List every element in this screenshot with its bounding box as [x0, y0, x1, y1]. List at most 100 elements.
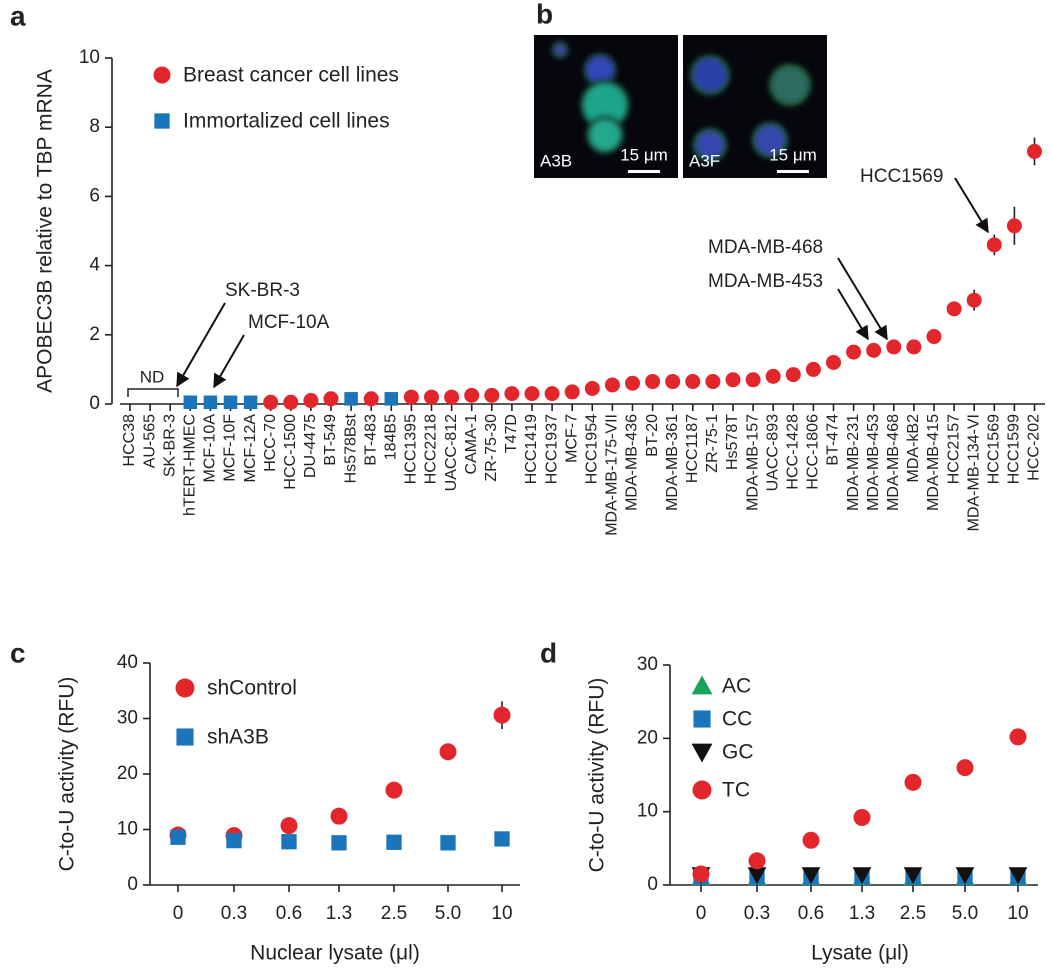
image-label: A3F	[689, 151, 720, 170]
legend-marker	[176, 728, 194, 746]
marker	[323, 391, 339, 407]
marker	[544, 386, 560, 402]
x-tick-label: 0	[173, 903, 184, 924]
marker	[384, 392, 399, 406]
legend-label: shControl	[207, 677, 297, 700]
y-tick-label: 8	[89, 116, 100, 137]
y-axis-label: APOBEC3B relative to TBP mRNA	[34, 69, 57, 393]
image-label: A3B	[540, 151, 572, 170]
marker	[685, 374, 701, 390]
marker	[904, 773, 922, 791]
marker	[886, 339, 902, 355]
marker	[802, 831, 820, 849]
x-tick-label: 1.3	[849, 903, 875, 924]
y-tick-label: 20	[117, 763, 138, 784]
marker	[386, 834, 402, 850]
x-tick-label: HCC1599	[1006, 414, 1023, 484]
x-tick-label: MDA-MB-453	[865, 414, 882, 511]
legend-label: Immortalized cell lines	[183, 110, 390, 133]
y-tick-label: 30	[117, 708, 138, 729]
marker	[805, 361, 821, 377]
marker	[748, 852, 766, 870]
x-tick-label: T47D	[503, 414, 520, 453]
x-tick-label: 0.3	[221, 903, 247, 924]
x-tick-label: HCC2157	[945, 414, 962, 484]
x-tick-label: BT-483	[362, 414, 379, 466]
x-tick-label: MDA-MB-468	[885, 414, 902, 511]
y-axis-label: C-to-U activity (RFU)	[56, 677, 79, 872]
legend-label: TC	[722, 779, 750, 802]
marker	[852, 867, 872, 885]
marker	[725, 372, 741, 388]
x-tick-label: BT-20	[644, 414, 661, 457]
legend-marker	[691, 743, 713, 763]
marker	[1008, 867, 1028, 885]
marker	[645, 374, 661, 390]
cell	[755, 125, 785, 155]
marker	[625, 375, 640, 391]
x-tick-label: HCC-1428	[785, 414, 802, 490]
x-tick-label: UACC-893	[764, 414, 781, 491]
legend-marker	[153, 66, 171, 84]
x-tick-label: HCC1419	[523, 414, 540, 484]
marker	[956, 759, 974, 777]
marker	[1006, 218, 1022, 234]
marker	[504, 386, 520, 402]
marker	[403, 389, 419, 405]
marker	[203, 395, 218, 410]
x-tick-label: MDA-kB2	[905, 414, 922, 483]
legend-label: CC	[722, 708, 752, 731]
marker	[745, 372, 761, 388]
x-tick-label: HCC1569	[986, 414, 1003, 484]
y-tick-label: 30	[637, 654, 658, 675]
x-tick-label: MDA-MB-361	[664, 414, 681, 511]
marker	[464, 387, 480, 403]
x-tick-label: CAMA-1	[463, 414, 480, 475]
scale-bar	[628, 170, 660, 173]
legend-marker	[154, 113, 170, 129]
y-axis-label: C-to-U activity (RFU)	[586, 678, 609, 873]
cell	[772, 67, 808, 103]
legend-label: GC	[722, 741, 754, 764]
cell	[554, 44, 566, 56]
panel-label: a	[10, 0, 26, 31]
x-axis-label: Lysate (μl)	[811, 942, 909, 965]
x-tick-label: HCC-1500	[282, 414, 299, 490]
bracket	[127, 388, 179, 397]
x-tick-label: 184B5	[383, 414, 400, 460]
annotation-arrow	[176, 302, 226, 388]
cell	[696, 131, 724, 159]
legend-label: AC	[722, 675, 751, 698]
x-tick-label: Hs578Bst	[342, 413, 359, 483]
annotation: MCF-10A	[248, 312, 330, 333]
x-tick-label: BT-549	[322, 414, 339, 466]
marker	[584, 380, 600, 396]
annotation-arrow	[837, 288, 869, 341]
marker	[331, 835, 347, 851]
y-tick-label: 2	[89, 324, 100, 345]
x-tick-label: HCC1395	[403, 414, 420, 484]
x-tick-label: MCF-10F	[222, 414, 239, 482]
legend-label: shA3B	[207, 726, 269, 749]
marker	[281, 834, 297, 850]
x-tick-label: 0.6	[798, 903, 824, 924]
x-tick-label: 0.3	[744, 903, 770, 924]
marker	[903, 867, 923, 885]
legend-marker	[692, 780, 712, 800]
marker	[926, 329, 942, 345]
marker	[493, 706, 511, 724]
x-tick-label: MDA-MB-134-VI	[965, 414, 982, 531]
x-tick-label: HCC-1806	[805, 414, 822, 490]
x-tick-label: 10	[491, 903, 512, 924]
marker	[524, 386, 540, 402]
marker	[765, 368, 781, 384]
x-tick-label: 2.5	[381, 903, 407, 924]
marker	[385, 781, 403, 799]
marker	[494, 831, 510, 847]
x-tick-label: BT-474	[825, 414, 842, 466]
x-tick-label: 5.0	[952, 903, 978, 924]
annotation-arrow	[837, 257, 888, 341]
x-tick-label: ZR-75-1	[704, 414, 721, 473]
y-tick-label: 10	[637, 801, 658, 822]
y-tick-label: 6	[89, 185, 100, 206]
